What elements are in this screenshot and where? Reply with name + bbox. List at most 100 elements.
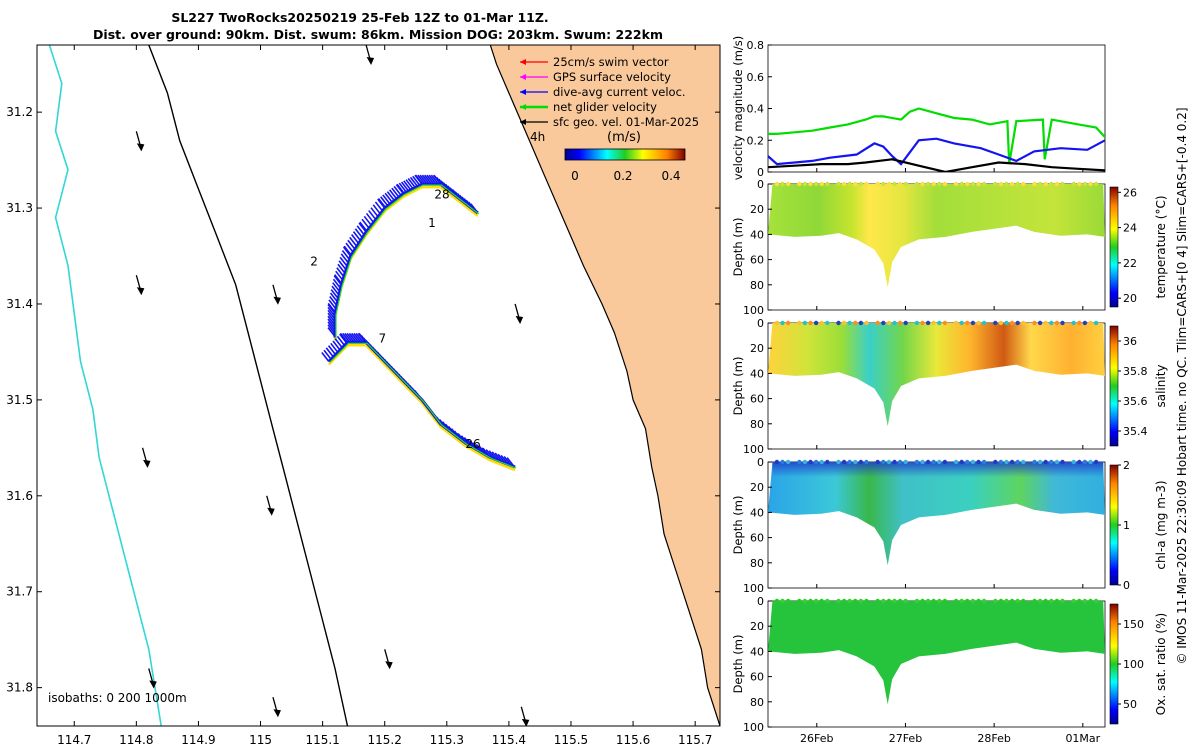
depth-tick-label: 80	[750, 557, 764, 570]
dive-current-vector	[341, 249, 351, 260]
dive-current-vector	[430, 174, 439, 185]
surface-sample-dot	[858, 598, 864, 604]
colorbar-tick-label: 35.8	[1123, 365, 1148, 378]
colorbar-tick-label: 0	[571, 169, 579, 183]
surface-sample-dot	[942, 181, 948, 187]
y-tick-label: 31.6	[6, 489, 33, 503]
velocity-y-tick-label: 0.8	[747, 39, 765, 52]
dive-current-vector	[363, 215, 372, 226]
x-tick-label: 114.9	[181, 733, 215, 747]
surface-sample-dot	[841, 459, 847, 465]
dive-current-vector	[336, 267, 345, 278]
surface-sample-dot	[813, 181, 819, 187]
colorbar-title: salinity	[1154, 364, 1168, 407]
surface-sample-dot	[780, 181, 785, 187]
surface-sample-dot	[998, 181, 1004, 187]
dive-current-vector	[384, 192, 393, 203]
colorbar-tick-label: 36	[1123, 335, 1137, 348]
dive-current-vector	[412, 175, 421, 186]
surface-sample-dot	[785, 459, 791, 465]
legend-label: sfc geo. vel. 01-Mar-2025	[553, 115, 699, 129]
surface-sample-dot	[920, 459, 925, 465]
surface-sample-dot	[1021, 459, 1026, 465]
colorbar-tick-label: 35.6	[1123, 395, 1148, 408]
surface-sample-dot	[976, 598, 981, 604]
surface-sample-dot	[875, 459, 880, 465]
colorbar-title: Ox. sat. ratio (%)	[1154, 613, 1168, 715]
velocity-y-tick-label: 0.2	[747, 134, 765, 147]
surface-sample-dot	[931, 181, 936, 187]
section-panel-temperature: 0 20 40 60 80 100 Depth (m) 20 22 24 26 temperature…	[731, 178, 1168, 317]
surface-sample-dot	[993, 320, 998, 326]
section-colorbar	[1109, 464, 1119, 586]
surface-sample-dot	[1037, 181, 1043, 187]
y-tick-label: 31.3	[6, 201, 33, 215]
section-data-field	[768, 323, 1105, 427]
surface-sample-dot	[903, 598, 908, 604]
x-tick-label: 115.2	[368, 733, 402, 747]
legend-label: 25cm/s swim vector	[553, 55, 669, 69]
section-colorbar	[1109, 603, 1119, 725]
surface-sample-dot	[853, 181, 858, 187]
surface-sample-dot	[802, 181, 808, 187]
net-velocity-line	[329, 342, 517, 469]
dive-current-vector	[335, 270, 344, 281]
surface-sample-dot	[1077, 320, 1082, 326]
dive-current-vector	[339, 256, 348, 267]
surface-sample-dot	[897, 598, 903, 604]
surface-sample-dot	[1093, 459, 1099, 465]
surface-sample-dot	[965, 320, 970, 326]
surface-sample-dot	[1032, 459, 1037, 465]
surface-sample-dot	[914, 320, 920, 326]
dive-current-vector	[347, 239, 356, 250]
legend-arrowhead	[520, 74, 526, 80]
y-tick-label: 31.4	[6, 297, 33, 311]
surface-sample-dot	[785, 320, 791, 326]
surface-sample-dot	[813, 459, 819, 465]
surface-sample-dot	[1009, 459, 1015, 465]
depth-tick-label: 40	[750, 506, 764, 519]
surface-sample-dot	[1015, 459, 1020, 465]
section-data-field	[768, 601, 1105, 705]
day-label: 26	[465, 437, 480, 451]
surface-sample-dot	[813, 320, 819, 326]
surface-sample-dot	[993, 459, 998, 465]
isobath-note: isobaths: 0 200 1000m	[48, 691, 187, 705]
isobath-1000m	[48, 45, 162, 726]
depth-tick-label: 0	[757, 456, 764, 469]
depth-tick-label: 60	[750, 254, 764, 267]
dive-current-vector	[388, 189, 398, 200]
surface-sample-dot	[881, 598, 886, 604]
dive-current-vector	[337, 263, 346, 274]
dive-current-vector	[382, 194, 391, 205]
isobath-200m	[148, 45, 349, 726]
surface-sample-dot	[953, 181, 959, 187]
dive-current-vector	[419, 174, 428, 185]
colorbar-tick-label: 50	[1123, 698, 1137, 711]
section-data-field	[768, 462, 1105, 566]
depth-tick-label: 80	[750, 696, 764, 709]
depth-tick-label: 100	[743, 304, 764, 317]
x-tick-label: 115	[249, 733, 272, 747]
geo-arrow-head	[136, 287, 145, 296]
surface-sample-dot	[981, 181, 987, 187]
surface-sample-dot	[836, 320, 841, 326]
surface-sample-dot	[802, 320, 808, 326]
surface-sample-dot	[937, 181, 942, 187]
velocity-panel: 0 0.2 0.4 0.6 0.8 velocity magnitude (m/s)	[731, 36, 1106, 180]
surface-sample-dot	[1071, 459, 1076, 465]
dive-current-vector	[414, 174, 423, 185]
legend-label: net glider velocity	[553, 100, 657, 114]
track-lower-leg	[321, 332, 517, 472]
depth-tick-label: 60	[750, 393, 764, 406]
surface-sample-dot	[1009, 320, 1015, 326]
surface-sample-dot	[1088, 320, 1093, 326]
surface-sample-dot	[875, 320, 880, 326]
map-colorbar	[564, 148, 686, 161]
section-panel-chl-a: 0 20 40 60 80 100 Depth (m) 0 1 2 chl-a (mg m-3)	[731, 456, 1168, 595]
surface-sample-dot	[853, 598, 858, 604]
surface-sample-dot	[1060, 320, 1065, 326]
surface-sample-dot	[836, 181, 841, 187]
x-tick-label: 115.5	[554, 733, 588, 747]
geo-velocity-arrow	[365, 45, 375, 65]
